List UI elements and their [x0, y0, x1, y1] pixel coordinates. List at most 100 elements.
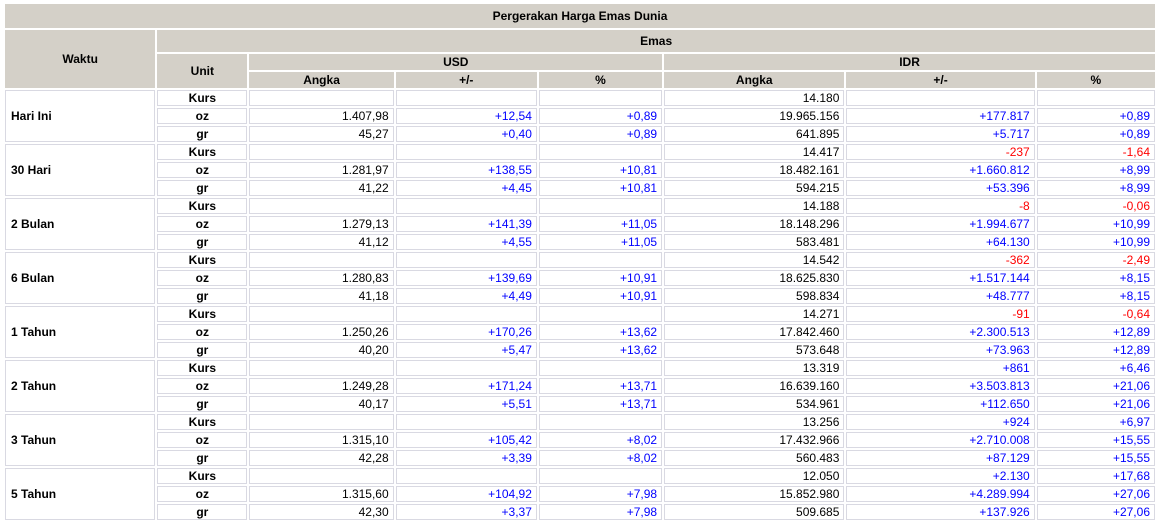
usd-angka-value: 1.407,98 [249, 108, 394, 124]
usd-pct-value [538, 198, 663, 214]
table-row: gr 45,27 +0,40 +0,89 641.895 +5.717 +0,89 [5, 126, 1155, 142]
usd-pct-value [538, 468, 663, 484]
usd-angka-value [249, 360, 394, 376]
table-row: gr 41,12 +4,55 +11,05 583.481 +64.130 +10,99 [5, 234, 1155, 250]
waktu-label: 1 Tahun [5, 306, 156, 358]
usd-angka-value [249, 306, 394, 322]
idr-pct-value: +10,99 [1036, 216, 1155, 232]
idr-pct-value: +12,89 [1036, 324, 1155, 340]
unit-label: oz [157, 270, 248, 286]
table-row: gr 42,30 +3,37 +7,98 509.685 +137.926 +27,06 [5, 504, 1155, 520]
table-row: Hari Ini Kurs 14.180 [5, 90, 1155, 142]
unit-label: oz [157, 108, 248, 124]
usd-pct-value: +13,62 [538, 324, 663, 340]
col-header-usd: USD [249, 54, 663, 70]
usd-change-value [395, 144, 537, 160]
unit-label: Kurs [157, 90, 248, 106]
usd-pct-value: +8,02 [538, 432, 663, 448]
unit-label: oz [157, 432, 248, 448]
unit-label: Kurs [157, 414, 248, 430]
usd-angka-value [249, 144, 394, 160]
usd-angka-value [249, 90, 394, 106]
usd-pct-value [538, 414, 663, 430]
idr-angka-value: 18.625.830 [664, 270, 845, 286]
table-row: gr 41,18 +4,49 +10,91 598.834 +48.777 +8,15 [5, 288, 1155, 304]
usd-angka-value: 1.281,97 [249, 162, 394, 178]
idr-angka-value: 18.482.161 [664, 162, 845, 178]
idr-change-value: +48.777 [846, 288, 1035, 304]
idr-pct-value: +8,99 [1036, 180, 1155, 196]
usd-change-value: +170,26 [395, 324, 537, 340]
usd-change-value: +4,45 [395, 180, 537, 196]
table-row: oz 1.249,28 +171,24 +13,71 16.639.160 +3.503.… [5, 378, 1155, 394]
col-header-waktu: Waktu [5, 30, 156, 88]
unit-label: oz [157, 324, 248, 340]
unit-label: oz [157, 162, 248, 178]
usd-angka-value: 42,30 [249, 504, 394, 520]
idr-change-value: -8 [846, 198, 1035, 214]
idr-pct-value: +27,06 [1036, 486, 1155, 502]
idr-angka-value: 13.256 [664, 414, 845, 430]
idr-change-value: +137.926 [846, 504, 1035, 520]
waktu-label: 3 Tahun [5, 414, 156, 466]
usd-angka-value: 1.315,10 [249, 432, 394, 448]
idr-angka-value: 598.834 [664, 288, 845, 304]
idr-change-value: +2.710.008 [846, 432, 1035, 448]
idr-change-value: +5.717 [846, 126, 1035, 142]
col-header-idr-change: +/- [846, 72, 1035, 88]
idr-pct-value: -2,49 [1036, 252, 1155, 268]
gold-table-body: Hari Ini Kurs 14.180 oz 1.407,98 +12,54 +0,89 1… [5, 90, 1155, 520]
header-row-subcolumns: Angka +/- % Angka +/- % [5, 72, 1155, 88]
usd-pct-value: +0,89 [538, 108, 663, 124]
idr-pct-value: +10,99 [1036, 234, 1155, 250]
idr-angka-value: 12.050 [664, 468, 845, 484]
usd-pct-value: +10,91 [538, 288, 663, 304]
idr-pct-value: +21,06 [1036, 396, 1155, 412]
idr-angka-value: 14.188 [664, 198, 845, 214]
usd-change-value: +5,51 [395, 396, 537, 412]
idr-pct-value: +8,15 [1036, 288, 1155, 304]
table-row: 5 Tahun Kurs 12.050 +2.130 +17,68 [5, 468, 1155, 520]
idr-pct-value: +27,06 [1036, 504, 1155, 520]
usd-pct-value: +13,71 [538, 396, 663, 412]
idr-change-value: +4.289.994 [846, 486, 1035, 502]
unit-label: Kurs [157, 198, 248, 214]
idr-angka-value: 17.842.460 [664, 324, 845, 340]
usd-angka-value: 45,27 [249, 126, 394, 142]
idr-pct-value: +21,06 [1036, 378, 1155, 394]
col-header-idr-percent: % [1036, 72, 1155, 88]
table-row: 30 Hari Kurs 14.417 -237 -1,64 [5, 144, 1155, 196]
unit-label: gr [157, 396, 248, 412]
gold-price-table: Pergerakan Harga Emas Dunia Waktu Emas U… [3, 2, 1157, 522]
idr-change-value: +1.660.812 [846, 162, 1035, 178]
table-row: oz 1.281,97 +138,55 +10,81 18.482.161 +1.660.… [5, 162, 1155, 178]
usd-change-value: +3,37 [395, 504, 537, 520]
table-row: gr 42,28 +3,39 +8,02 560.483 +87.129 +15,55 [5, 450, 1155, 466]
usd-pct-value: +13,71 [538, 378, 663, 394]
usd-angka-value: 42,28 [249, 450, 394, 466]
usd-change-value: +0,40 [395, 126, 537, 142]
unit-label: gr [157, 342, 248, 358]
idr-angka-value: 14.542 [664, 252, 845, 268]
col-header-unit: Unit [157, 54, 248, 88]
idr-change-value: +1.517.144 [846, 270, 1035, 286]
usd-pct-value: +8,02 [538, 450, 663, 466]
unit-label: gr [157, 234, 248, 250]
header-row-emas: Waktu Emas [5, 30, 1155, 88]
unit-label: gr [157, 504, 248, 520]
col-header-idr: IDR [664, 54, 1155, 70]
usd-change-value [395, 198, 537, 214]
usd-angka-value [249, 468, 394, 484]
usd-change-value: +5,47 [395, 342, 537, 358]
usd-pct-value: +10,91 [538, 270, 663, 286]
table-row: oz 1.250,26 +170,26 +13,62 17.842.460 +2.300.… [5, 324, 1155, 340]
usd-change-value [395, 306, 537, 322]
usd-angka-value: 1.249,28 [249, 378, 394, 394]
header-row-currency: Unit USD IDR [5, 54, 1155, 88]
unit-label: oz [157, 216, 248, 232]
usd-change-value: +138,55 [395, 162, 537, 178]
table-row: 2 Tahun Kurs 13.319 +861 +6,46 [5, 360, 1155, 412]
unit-label: gr [157, 126, 248, 142]
table-row: gr 40,17 +5,51 +13,71 534.961 +112.650 +21,06 [5, 396, 1155, 412]
usd-pct-value [538, 90, 663, 106]
